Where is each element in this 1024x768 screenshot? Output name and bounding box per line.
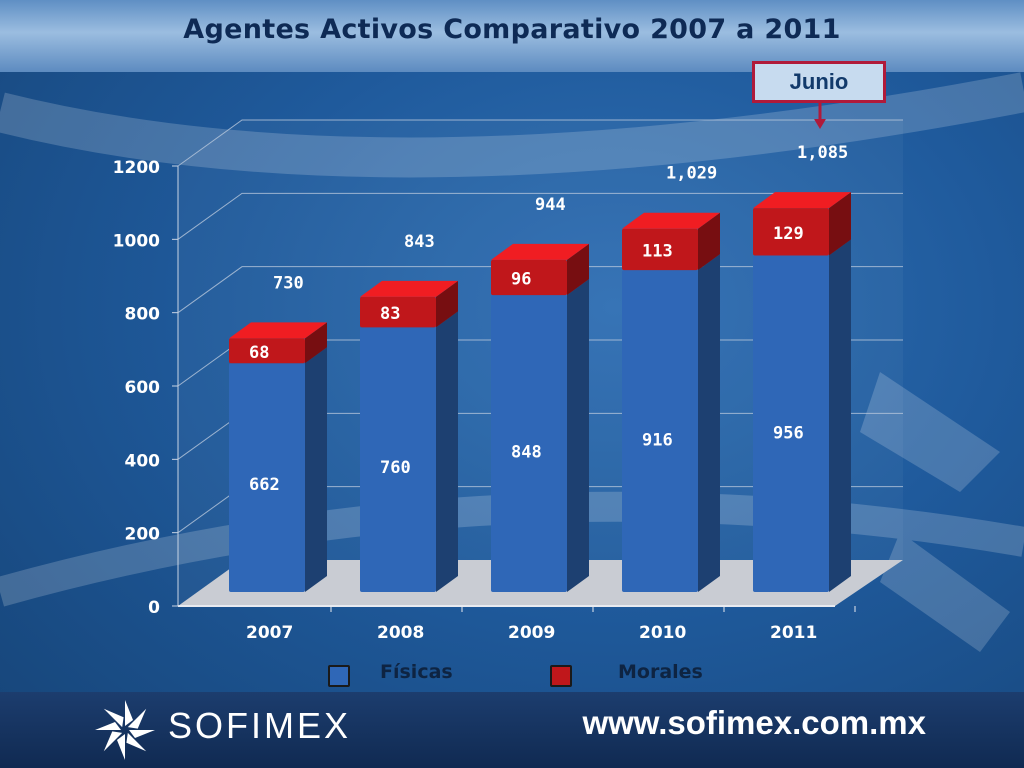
data-label-fisicas: 760 <box>380 458 411 478</box>
bar-top-morales <box>229 322 327 339</box>
data-label-fisicas: 916 <box>642 431 673 451</box>
title-bar <box>0 0 1024 72</box>
website-link[interactable]: www.sofimex.com.mx <box>582 704 926 741</box>
y-tick-label: 600 <box>125 378 161 398</box>
data-label-morales: 113 <box>642 241 673 261</box>
junio-arrow-icon <box>814 119 826 129</box>
y-tick-label: 1000 <box>113 231 160 251</box>
footer-bar <box>0 692 1024 768</box>
x-tick-label: 2010 <box>639 623 686 643</box>
gridline <box>177 192 903 240</box>
total-label: 730 <box>273 273 304 293</box>
bar-side-morales <box>698 212 720 271</box>
bar-top-morales <box>622 212 720 229</box>
total-label: 944 <box>535 195 566 215</box>
x-tick-label: 2011 <box>770 623 817 643</box>
bar-side-fisicas <box>567 279 589 592</box>
bar-morales <box>360 296 436 328</box>
bar-morales <box>753 208 829 256</box>
x-tick-label: 2008 <box>377 623 424 643</box>
chart-title: Agentes Activos Comparativo 2007 a 2011 <box>183 14 841 45</box>
legend-label-morales: Morales <box>618 661 703 683</box>
bar-fisicas <box>753 255 829 592</box>
bar-side-fisicas <box>305 347 327 592</box>
bar-top-morales <box>491 243 589 260</box>
data-label-morales: 129 <box>773 224 804 244</box>
bars-layer <box>229 192 851 592</box>
data-label-fisicas: 956 <box>773 423 804 443</box>
bar-side-morales <box>305 322 327 364</box>
data-label-morales: 83 <box>380 304 400 324</box>
bar-top-morales <box>753 192 851 209</box>
bar-fisicas <box>229 363 305 592</box>
labels-layer: 0 200 400 600 800 1000 1200 662 68 730 2007 760 83 84… <box>113 143 849 643</box>
x-tick-label: 2009 <box>508 623 555 643</box>
bar-side-fisicas <box>436 311 458 592</box>
sofimex-logo-icon <box>95 700 155 760</box>
bar-side-morales <box>567 243 589 296</box>
bar-fisicas <box>622 270 698 592</box>
total-label: 1,085 <box>797 143 848 163</box>
bar-side-morales <box>436 280 458 328</box>
x-tick-label: 2007 <box>246 623 293 643</box>
data-label-fisicas: 848 <box>511 442 542 462</box>
legend-label-fisicas: Físicas <box>380 661 453 683</box>
legend-swatch-fisicas <box>328 665 350 687</box>
legend-swatch-morales <box>550 665 572 687</box>
bar-side-morales <box>829 192 851 256</box>
y-tick-label: 0 <box>148 598 160 618</box>
y-tick-label: 1200 <box>113 158 160 178</box>
total-label: 1,029 <box>666 164 717 184</box>
data-label-fisicas: 662 <box>249 475 280 495</box>
bar-fisicas <box>491 295 567 592</box>
bar-fisicas <box>360 327 436 592</box>
bar-side-fisicas <box>698 254 720 592</box>
annotation-junio: Junio <box>752 61 886 103</box>
bar-morales <box>622 228 698 271</box>
data-label-morales: 96 <box>511 269 531 289</box>
y-tick-label: 800 <box>125 305 161 325</box>
y-tick-label: 200 <box>125 525 161 545</box>
logo-text: SOFIMEX <box>168 705 352 746</box>
bar-top-morales <box>360 280 458 297</box>
y-tick-label: 400 <box>125 451 161 471</box>
data-label-morales: 68 <box>249 343 269 363</box>
total-label: 843 <box>404 232 435 252</box>
bar-morales <box>229 338 305 364</box>
bar-side-fisicas <box>829 239 851 592</box>
gridline <box>177 119 903 167</box>
bar-morales <box>491 259 567 296</box>
